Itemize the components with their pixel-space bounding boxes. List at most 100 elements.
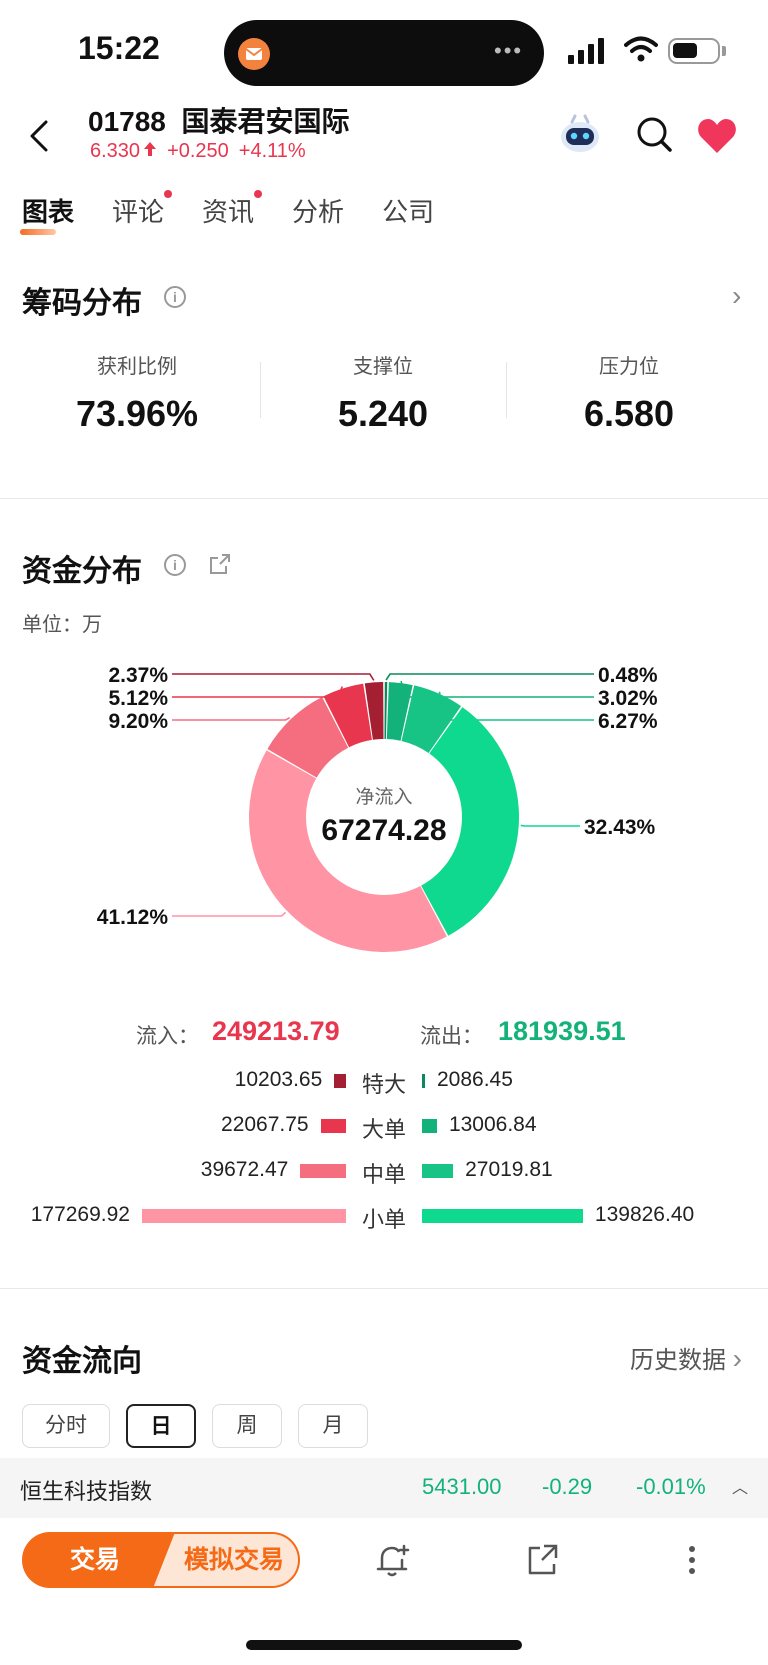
donut-slice xyxy=(323,683,372,748)
outflow-total: 181939.51 xyxy=(498,1016,626,1046)
search-icon[interactable] xyxy=(634,114,674,154)
order-size-label: 大单 xyxy=(361,1117,406,1142)
inflow-bar xyxy=(320,1119,346,1133)
more-dots-icon: ••• xyxy=(494,38,524,63)
leader-line xyxy=(385,673,594,681)
leader-line xyxy=(172,686,343,698)
simulated-trade-button[interactable]: 模拟交易 xyxy=(152,1532,300,1588)
inflow-total: 249213.79 xyxy=(212,1016,340,1046)
trade-button[interactable]: 交易 xyxy=(22,1532,168,1588)
stat-label: 支撑位 xyxy=(353,356,413,378)
resistance-stat: 压力位 6.580 xyxy=(506,350,752,435)
tab-comments[interactable]: 评论 xyxy=(112,190,173,229)
favorite-heart-icon[interactable] xyxy=(696,116,738,156)
stat-value: 6.580 xyxy=(583,393,675,434)
inflow-bar xyxy=(300,1164,346,1178)
outflow-label: 流出： xyxy=(420,1025,483,1048)
info-icon[interactable]: i xyxy=(164,554,186,576)
order-size-label: 小单 xyxy=(361,1207,406,1232)
tab-analysis[interactable]: 分析 xyxy=(292,197,345,227)
section-divider xyxy=(0,1288,768,1289)
inflow-label: 流入： xyxy=(136,1025,199,1048)
tab-news[interactable]: 资讯 xyxy=(202,190,263,229)
outflow-bar xyxy=(422,1209,583,1223)
index-change: -0.29 xyxy=(542,1474,593,1499)
inflow-value: 22067.75 xyxy=(221,1113,309,1136)
inflow-bar xyxy=(334,1074,346,1088)
donut-slice xyxy=(248,750,447,952)
period-month[interactable]: 月 xyxy=(298,1404,368,1448)
profit-ratio-stat: 获利比例 73.96% xyxy=(14,350,260,435)
leader-line xyxy=(172,911,287,917)
section-divider xyxy=(0,498,768,499)
period-intraday[interactable]: 分时 xyxy=(22,1404,110,1448)
notification-dot xyxy=(164,190,173,198)
stat-value: 5.240 xyxy=(337,393,429,434)
stock-title: 01788 国泰君安国际 xyxy=(88,100,349,140)
stock-change-pct: +4.11% xyxy=(238,140,306,162)
inflow-value: 10203.65 xyxy=(234,1068,323,1091)
divider xyxy=(260,362,261,418)
tab-chart[interactable]: 图表 xyxy=(19,192,74,235)
battery-nub xyxy=(722,46,726,56)
history-data-link[interactable]: 历史数据 › xyxy=(630,1343,742,1374)
chevron-right-icon[interactable]: › xyxy=(732,280,742,311)
outflow-value: 139826.40 xyxy=(594,1203,695,1226)
slice-label: 41.12% xyxy=(97,906,169,929)
wifi-icon xyxy=(624,36,658,69)
outflow-bar xyxy=(422,1074,425,1088)
order-size-label: 特大 xyxy=(361,1072,406,1097)
fund-donut-chart: 0.48%3.02%6.27% 32.43% 41.12% 9.20%5.12%2.3… xyxy=(97,664,658,952)
support-stat: 支撑位 5.240 xyxy=(260,350,506,435)
slice-label: 9.20% xyxy=(108,710,168,733)
info-icon[interactable]: i xyxy=(164,286,186,308)
inflow-value: 39672.47 xyxy=(200,1158,289,1181)
stat-label: 压力位 xyxy=(599,356,659,378)
period-day[interactable]: 日 xyxy=(126,1404,196,1448)
add-alert-bell-icon[interactable] xyxy=(372,1540,412,1580)
notification-dot xyxy=(254,190,263,198)
index-ticker-bar[interactable] xyxy=(0,1458,768,1518)
more-vertical-icon[interactable] xyxy=(672,1540,712,1580)
divider xyxy=(506,362,507,418)
slice-label: 32.43% xyxy=(584,816,656,839)
slice-label: 6.27% xyxy=(598,710,658,733)
home-indicator xyxy=(246,1640,522,1650)
outflow-bar xyxy=(422,1164,454,1178)
index-change-pct: -0.01% xyxy=(636,1474,706,1499)
inflow-bar xyxy=(142,1209,346,1223)
stock-price: 6.330 xyxy=(90,140,141,162)
inflow-value: 177269.92 xyxy=(30,1203,130,1226)
back-icon[interactable] xyxy=(22,116,62,156)
stat-label: 获利比例 xyxy=(97,356,177,378)
period-week[interactable]: 周 xyxy=(212,1404,282,1448)
fund-flow-title: 资金流向 xyxy=(22,1345,142,1378)
dynamic-island xyxy=(224,20,544,86)
quote-line: 6.330 +0.250 +4.11% xyxy=(90,140,306,163)
order-size-label: 中单 xyxy=(361,1162,406,1187)
chip-distribution-title: 筹码分布 xyxy=(22,287,142,320)
donut-slice xyxy=(364,682,384,740)
donut-slice xyxy=(401,685,462,753)
button-slant-divider xyxy=(152,1532,175,1588)
leader-line xyxy=(438,691,594,721)
fund-distribution-title: 资金分布 xyxy=(22,555,142,588)
share-icon[interactable] xyxy=(208,552,232,581)
tab-company[interactable]: 公司 xyxy=(382,197,435,227)
signal-icon xyxy=(568,38,604,64)
outflow-bar xyxy=(422,1119,437,1133)
leader-line xyxy=(172,716,291,721)
chevron-up-icon[interactable]: ︿ xyxy=(732,1480,749,1497)
slice-label: 0.48% xyxy=(598,664,658,687)
stock-name: 国泰君安国际 xyxy=(181,106,350,137)
chevron-right-icon: › xyxy=(732,1343,742,1374)
share-icon[interactable] xyxy=(522,1540,562,1580)
outflow-value: 2086.45 xyxy=(437,1068,513,1091)
robot-assistant-icon[interactable] xyxy=(558,112,602,156)
tab-bar: 图表 评论 资讯 分析 公司 xyxy=(19,190,472,235)
stock-code: 01788 xyxy=(88,106,166,137)
leader-line xyxy=(400,680,594,698)
net-inflow-label: 净流入 xyxy=(355,787,413,808)
donut-slice xyxy=(421,707,519,936)
arrow-up-icon xyxy=(144,142,157,156)
